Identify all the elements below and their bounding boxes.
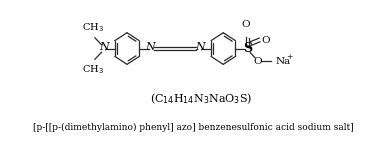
Text: Na: Na <box>276 57 291 66</box>
Text: N: N <box>195 42 205 52</box>
Text: (C$_{14}$H$_{14}$N$_3$NaO$_3$S): (C$_{14}$H$_{14}$N$_3$NaO$_3$S) <box>150 91 252 106</box>
Text: +: + <box>286 53 292 61</box>
Text: O: O <box>262 36 270 45</box>
Text: CH$_3$: CH$_3$ <box>82 21 104 34</box>
Text: N: N <box>99 42 108 52</box>
Text: CH$_3$: CH$_3$ <box>82 64 104 76</box>
Text: [p-[[p-(dimethylamino) phenyl] azo] benzenesulfonic acid sodium salt]: [p-[[p-(dimethylamino) phenyl] azo] benz… <box>33 123 354 132</box>
Text: S: S <box>243 42 252 55</box>
Text: O: O <box>254 57 262 66</box>
Text: N: N <box>145 42 155 52</box>
Text: O: O <box>241 20 250 29</box>
